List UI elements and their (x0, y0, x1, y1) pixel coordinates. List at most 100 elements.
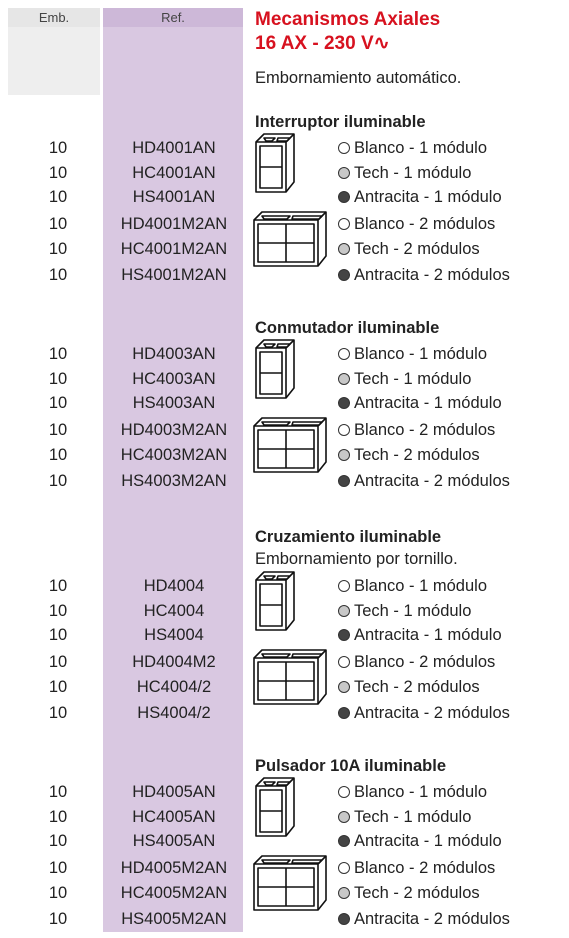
ref-code: HC4003AN (132, 369, 216, 388)
finish-dot (338, 449, 350, 461)
emb-value: 10 (48, 266, 68, 284)
emb-value: 10 (48, 215, 68, 233)
section-title: Interruptor iluminable (255, 113, 426, 131)
description-text: Blanco - 1 módulo (354, 577, 487, 595)
description-text: Antracita - 2 módulos (354, 910, 510, 928)
description: Blanco - 2 módulos (338, 214, 495, 234)
ref-code: HC4003M2AN (120, 446, 228, 464)
finish-dot (338, 656, 350, 668)
description: Antracita - 1 módulo (338, 625, 502, 645)
finish-dot (338, 629, 350, 641)
ref-code: HC4004 (143, 601, 205, 620)
description-text: Tech - 2 módulos (354, 446, 480, 464)
emb-value: 10 (48, 704, 68, 722)
description: Antracita - 1 módulo (338, 393, 502, 413)
description: Blanco - 1 módulo (338, 344, 487, 364)
ref-header: Ref. (161, 10, 185, 25)
description: Tech - 2 módulos (338, 883, 480, 903)
description-text: Antracita - 2 módulos (354, 266, 510, 284)
description: Blanco - 1 módulo (338, 138, 487, 158)
description-text: Antracita - 1 módulo (354, 832, 502, 850)
emb-value: 10 (48, 577, 68, 595)
ref-code: HD4003AN (132, 345, 216, 363)
ref-code: HC4001M2AN (120, 240, 228, 258)
emb-value: 10 (48, 653, 68, 671)
switch-icon (255, 339, 295, 399)
finish-dot (338, 913, 350, 925)
description-text: Blanco - 2 módulos (354, 859, 496, 877)
finish-dot (338, 166, 350, 179)
finish-dot (338, 424, 350, 436)
description: Antracita - 2 módulos (338, 265, 510, 285)
emb-value: 10 (48, 832, 68, 850)
emb-value: 10 (48, 345, 68, 363)
description: Antracita - 2 módulos (338, 703, 510, 723)
emb-value: 10 (48, 163, 68, 182)
description: Tech - 2 módulos (338, 239, 480, 259)
ref-code: HS4001AN (132, 188, 216, 206)
switch-icon (253, 855, 327, 911)
finish-dot (338, 707, 350, 719)
description: Antracita - 2 módulos (338, 471, 510, 491)
ref-code: HD4004M2 (132, 653, 216, 671)
description-text: Antracita - 2 módulos (354, 704, 510, 722)
emb-value: 10 (48, 601, 68, 620)
ref-code: HD4005AN (132, 783, 216, 801)
description-text: Antracita - 2 módulos (354, 472, 510, 490)
description-text: Antracita - 1 módulo (354, 394, 502, 412)
ref-code: HS4004 (144, 626, 204, 644)
emb-header-bg (8, 8, 100, 27)
finish-dot (338, 191, 350, 203)
description-text: Blanco - 1 módulo (354, 783, 487, 801)
title: Mecanismos Axiales (255, 9, 441, 30)
emb-value: 10 (48, 910, 68, 928)
description-text: Blanco - 2 módulos (354, 653, 496, 671)
ref-code: HD4005M2AN (120, 859, 228, 877)
finish-dot (338, 887, 350, 899)
switch-icon (253, 649, 327, 705)
description-text: Antracita - 1 módulo (354, 188, 502, 206)
description: Tech - 1 módulo (338, 369, 471, 389)
switch-icon (253, 211, 327, 267)
ref-header-bg (103, 8, 243, 27)
finish-dot (338, 142, 350, 154)
finish-dot (338, 810, 350, 823)
finish-dot (338, 604, 350, 617)
section-title: Cruzamiento iluminable (255, 528, 442, 546)
ref-code: HC4001AN (132, 163, 216, 182)
description: Blanco - 2 módulos (338, 858, 495, 878)
description-text: Tech - 2 módulos (354, 678, 480, 696)
description: Tech - 1 módulo (338, 163, 471, 183)
description: Antracita - 1 módulo (338, 187, 502, 207)
description: Antracita - 2 módulos (338, 909, 510, 929)
ref-code: HD4001AN (132, 139, 216, 157)
ref-code: HS4003M2AN (121, 472, 227, 490)
finish-dot (338, 580, 350, 592)
description: Blanco - 1 módulo (338, 782, 487, 802)
finish-dot (338, 475, 350, 487)
subtitle: 16 AX - 230 V∿ (255, 33, 390, 54)
section-note: Embornamiento por tornillo. (255, 550, 458, 568)
section-title: Conmutador iluminable (255, 319, 440, 337)
description: Tech - 2 módulos (338, 445, 480, 465)
emb-value: 10 (48, 139, 68, 157)
finish-dot (338, 348, 350, 360)
emb-header: Emb. (38, 10, 70, 25)
description-text: Tech - 2 módulos (354, 884, 480, 902)
description: Blanco - 2 módulos (338, 652, 495, 672)
description: Blanco - 1 módulo (338, 576, 487, 596)
description: Tech - 1 módulo (338, 807, 471, 827)
description: Tech - 2 módulos (338, 677, 480, 697)
ref-code: HS4005AN (132, 832, 216, 850)
finish-dot (338, 397, 350, 409)
emb-value: 10 (48, 472, 68, 490)
emb-value: 10 (48, 240, 68, 258)
description-text: Blanco - 2 módulos (354, 215, 496, 233)
section-title: Pulsador 10A iluminable (255, 757, 447, 775)
ref-code: HS4005M2AN (121, 910, 227, 928)
emb-value: 10 (48, 446, 68, 464)
ref-code: HS4004/2 (137, 704, 211, 722)
ref-code: HD4001M2AN (120, 215, 228, 233)
emb-value: 10 (48, 859, 68, 877)
